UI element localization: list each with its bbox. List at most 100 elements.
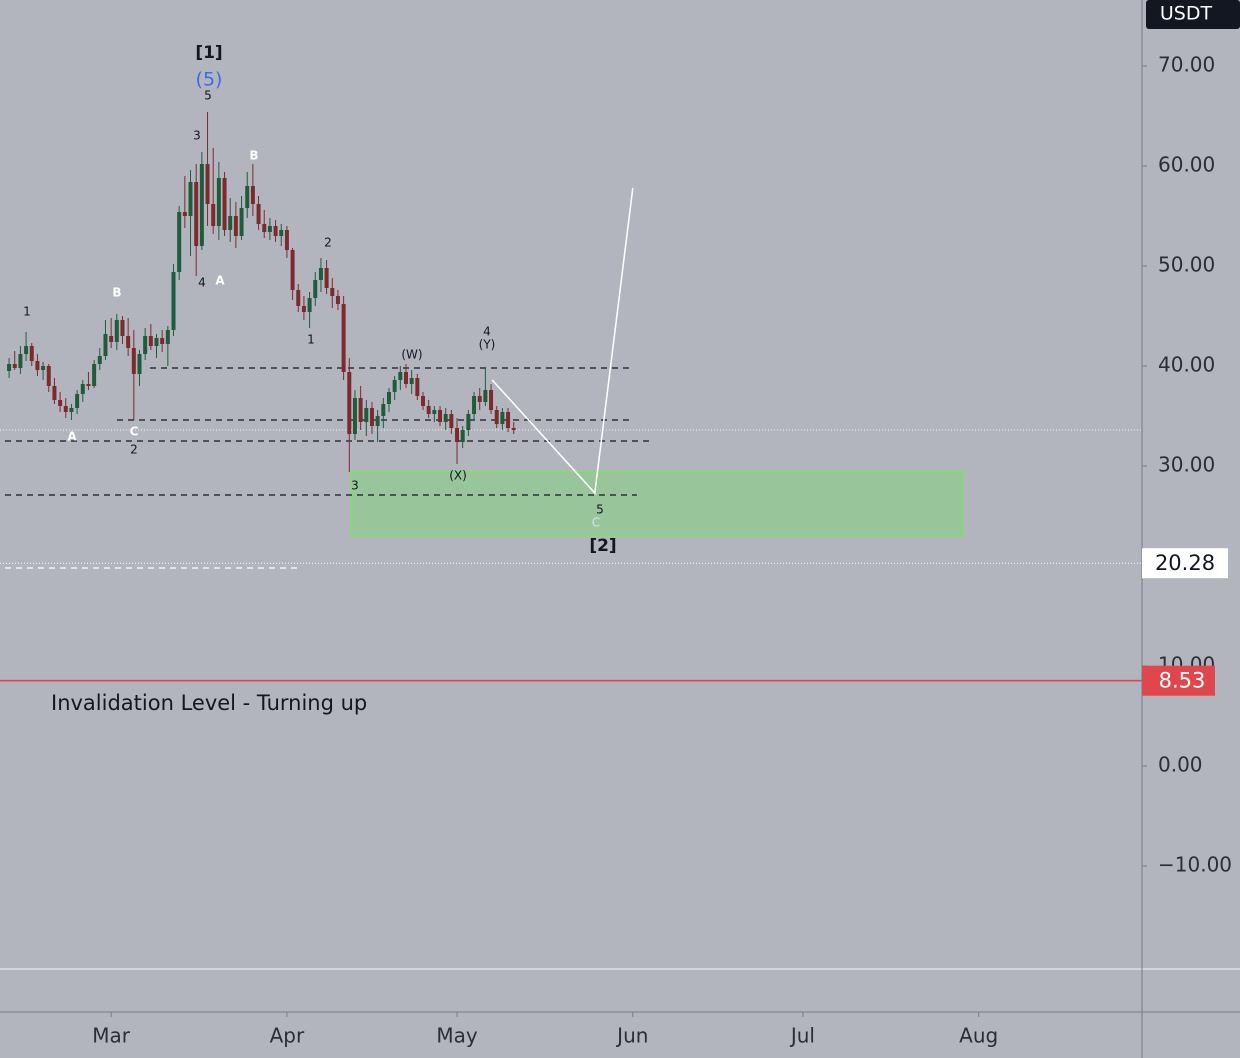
x-tick-label: Jun [615,1024,648,1048]
candle-body [301,306,306,312]
candle-body [330,288,335,296]
candle-body [103,334,108,356]
wave-label: A [67,430,77,444]
candle-body [137,354,142,374]
candle-body [290,250,295,290]
candle-body [109,336,114,342]
candle-body [273,226,278,236]
candle-body [506,412,511,428]
candle-body [199,164,204,246]
candle-body [154,338,159,346]
candle-body [97,356,102,364]
wave-label: C [130,425,139,439]
candle-body [313,280,318,298]
currency-badge [1146,0,1240,29]
projection-line [491,187,634,495]
candle-body [466,414,471,430]
wave-label: C [592,516,600,530]
candle-body [324,268,329,288]
wave-label: 5 [596,503,604,517]
wave-label: (5) [196,69,223,91]
candle-body [177,212,182,272]
candle-body [392,380,397,392]
wave-label: [2] [589,536,616,556]
candle-body [318,268,323,280]
candle-body [347,372,352,434]
price-badge [1142,548,1228,579]
candle-body [24,346,29,354]
candle-body [182,212,187,216]
wave-label: 5 [204,89,212,103]
wave-label: B [249,149,258,163]
candle-body [18,354,23,368]
y-tick-label: 70.00 [1158,53,1215,77]
candle-body [216,178,221,226]
candle-body [86,384,91,386]
candle-body [307,298,312,312]
candle-body [41,366,46,370]
candle-body [494,410,499,424]
candle-body [233,216,238,236]
candle-body [211,204,216,226]
candle-body [75,394,80,408]
candle-body [398,372,403,380]
candle-body [369,408,374,426]
wave-label: 2 [324,236,332,250]
wave-label: (X) [449,469,467,483]
candle-body [52,386,57,400]
candle-body [426,406,431,414]
candle-body [262,224,267,232]
candle-body [449,414,454,428]
wave-label: B [112,286,121,300]
candle-body [511,428,516,430]
candle-body [171,272,176,330]
wave-label: 3 [193,129,201,143]
candle-body [250,186,255,204]
candle-body [341,304,346,372]
candle-body [35,361,40,370]
candle-body [188,182,193,216]
wave-label: (W) [401,348,422,362]
candle-body [352,398,357,434]
y-tick-label: 50.00 [1158,253,1215,277]
wave-label: 1 [23,305,31,319]
candle-body [148,336,153,346]
candle-body [131,348,136,374]
candle-body [409,378,414,384]
wave-label: 4 [198,276,206,290]
candle-body [58,400,63,406]
invalidation-text: Invalidation Level - Turning up [51,691,367,715]
target-zone [350,470,964,537]
currency-label: USDT [1160,3,1213,25]
wave-label: A [215,274,225,288]
candle-body [489,390,494,410]
x-tick-label: Aug [959,1024,998,1048]
candle-body [455,428,460,442]
candle-body [279,230,284,236]
candle-body [12,364,17,368]
candle-body [375,416,380,426]
candle-body [29,346,34,361]
wave-label: [1] [195,43,222,63]
candle-body [143,336,148,354]
candle-body [432,410,437,414]
candle-body [472,396,477,414]
y-tick-label: 30.00 [1158,453,1215,477]
candle-body [335,296,340,304]
candle-body [46,366,51,386]
candle-body [239,208,244,236]
candle-body [267,226,272,232]
candle-body [477,396,482,402]
candle-body [120,320,125,336]
candle-body [403,372,408,384]
y-tick-label: 0.00 [1158,753,1203,777]
candle-body [284,230,289,250]
candle-body [160,338,165,344]
candle-body [7,364,12,371]
candle-body [222,178,227,230]
y-tick-label: 40.00 [1158,353,1215,377]
x-tick-label: Apr [270,1024,305,1048]
wave-label: 3 [351,479,359,493]
candle-body [443,414,448,422]
